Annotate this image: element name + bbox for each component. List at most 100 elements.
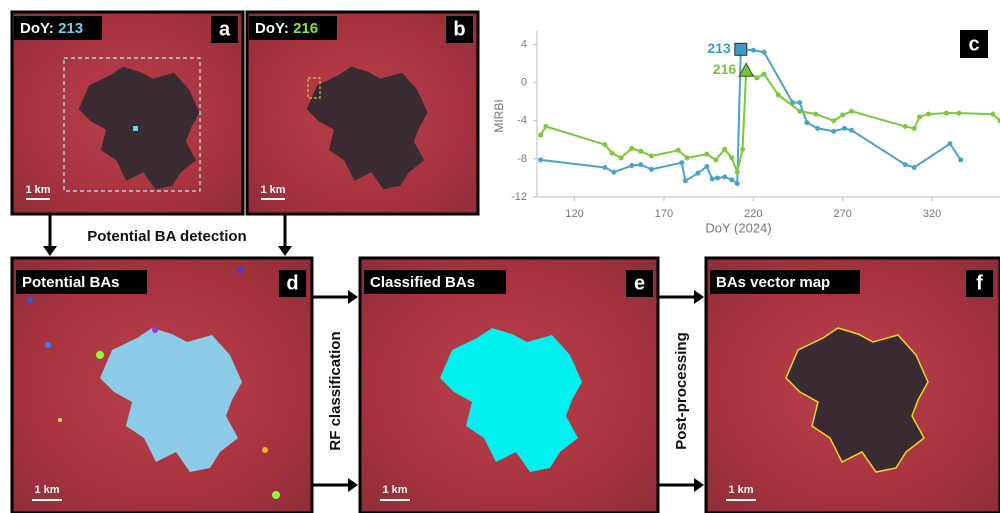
data-point — [685, 155, 690, 160]
data-point — [815, 126, 820, 131]
data-point — [831, 129, 836, 134]
data-point — [751, 48, 756, 53]
data-point — [813, 112, 818, 117]
doy-prefix: DoY: — [20, 20, 54, 37]
x-axis-label: DoY (2024) — [705, 220, 771, 235]
doy-prefix: DoY: — [255, 20, 289, 37]
scale-label: 1 km — [34, 484, 59, 496]
data-point — [831, 118, 836, 123]
step-label: Potential BA detection — [87, 228, 246, 245]
panel-b: DoY: 216 b 1 km — [247, 12, 478, 214]
data-point — [917, 114, 922, 119]
panel-letter: c — [968, 33, 979, 55]
data-point — [722, 147, 727, 152]
y-tick-label: 4 — [521, 38, 527, 50]
data-point — [958, 157, 963, 162]
panel-e: Classified BAs e 1 km — [360, 258, 658, 513]
y-tick-label: 0 — [521, 77, 527, 89]
data-point — [956, 111, 961, 116]
data-point — [912, 165, 917, 170]
y-tick-label: -8 — [517, 153, 527, 165]
doy-value: 216 — [293, 20, 318, 37]
data-point — [695, 171, 700, 176]
data-point — [649, 167, 654, 172]
scale-label: 1 km — [728, 484, 753, 496]
data-point — [947, 141, 952, 146]
x-tick-label: 120 — [565, 208, 583, 220]
data-point — [903, 124, 908, 129]
y-tick-label: -4 — [517, 115, 527, 127]
x-tick-label: 320 — [923, 208, 941, 220]
data-point — [754, 75, 759, 80]
step-label: RF classification — [327, 331, 344, 450]
data-point — [543, 124, 548, 129]
data-point — [849, 109, 854, 114]
data-point — [912, 126, 917, 131]
panel-d: Potential BAs d 1 km — [12, 258, 312, 513]
data-point — [944, 111, 949, 116]
y-axis-label: MIRBI — [492, 99, 506, 132]
highlight-marker — [735, 43, 747, 55]
data-point — [638, 149, 643, 154]
data-point — [840, 113, 845, 118]
data-point — [629, 146, 634, 151]
data-point — [610, 151, 615, 156]
data-point — [710, 176, 715, 181]
panel-title: Classified BAs — [370, 274, 475, 291]
data-point — [729, 177, 734, 182]
data-point — [683, 178, 688, 183]
data-point — [538, 157, 543, 162]
data-point — [776, 93, 781, 98]
data-point — [729, 155, 734, 160]
data-point — [629, 163, 634, 168]
x-tick-label: 270 — [834, 208, 852, 220]
panel-title: BAs vector map — [716, 274, 830, 291]
data-point — [619, 155, 624, 160]
data-point — [740, 147, 745, 152]
scale-label: 1 km — [25, 184, 50, 196]
series-line — [541, 49, 961, 183]
scale-label: 1 km — [260, 184, 285, 196]
data-point — [638, 162, 643, 167]
data-point — [797, 109, 802, 114]
data-point — [797, 100, 802, 105]
data-point — [762, 50, 767, 55]
data-point — [903, 162, 908, 167]
scale-label: 1 km — [382, 484, 407, 496]
data-point — [849, 128, 854, 133]
doy-tag: DoY: 216 — [255, 20, 318, 37]
data-point — [722, 174, 727, 179]
panel-letter: b — [453, 18, 465, 40]
data-point — [704, 152, 709, 157]
data-point — [538, 133, 543, 138]
data-point — [990, 112, 995, 117]
data-point — [602, 142, 607, 147]
data-point — [602, 165, 607, 170]
panel-a: DoY: 213 a 1 km — [12, 12, 243, 214]
data-point — [762, 72, 767, 77]
doy-tag: DoY: 213 — [20, 20, 83, 37]
panel-letter: f — [976, 272, 983, 294]
panel-letter: d — [286, 272, 298, 294]
data-point — [735, 170, 740, 175]
data-point — [735, 181, 740, 186]
annotation-label: 216 — [713, 61, 737, 77]
panel-f: BAs vector map f 1 km — [706, 258, 1000, 513]
data-point — [713, 157, 718, 162]
step-label: Post-processing — [673, 332, 690, 450]
panel-letter: a — [219, 18, 231, 40]
data-point — [804, 120, 809, 125]
data-point — [715, 175, 720, 180]
doy-value: 213 — [58, 20, 83, 37]
y-tick-label: -12 — [511, 191, 527, 203]
data-point — [926, 112, 931, 117]
data-point — [704, 164, 709, 169]
data-point — [679, 160, 684, 165]
panel-letter: e — [634, 272, 645, 294]
x-tick-label: 170 — [655, 208, 673, 220]
data-point — [676, 148, 681, 153]
panel-title: Potential BAs — [22, 274, 120, 291]
figure: DoY: 213 a 1 km DoY: 216 b 1 km Potentia… — [0, 0, 1000, 513]
data-point — [611, 170, 616, 175]
